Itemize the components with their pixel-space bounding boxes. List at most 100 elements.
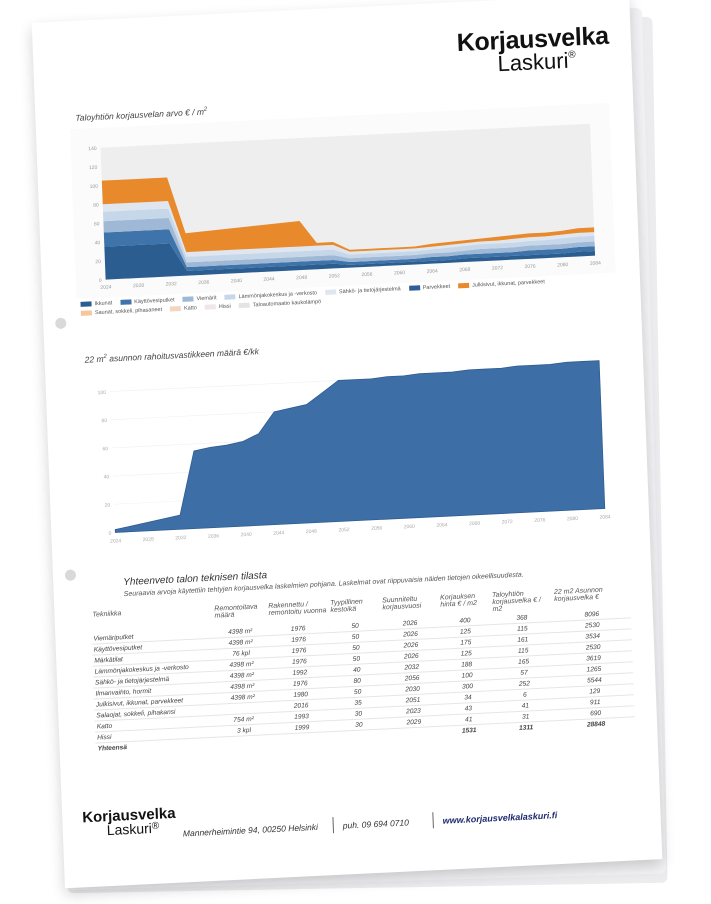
chart2-x-tick-label: 2028 xyxy=(143,537,155,544)
chart2-x-tick-label: 2044 xyxy=(273,530,285,537)
chart1-x-tick-label: 2084 xyxy=(590,260,602,267)
footer-divider xyxy=(332,817,335,834)
chart1-x-tick-label: 2040 xyxy=(231,278,243,285)
chart1-x-tick-label: 2024 xyxy=(100,284,112,291)
chart2-x-tick-label: 2068 xyxy=(469,521,481,528)
chart2-x-tick-label: 2072 xyxy=(502,519,514,526)
legend-swatch xyxy=(204,304,216,310)
col-header: Korjauksen hinta € / m2 xyxy=(439,592,478,609)
legend-swatch xyxy=(182,296,194,302)
chart1-title-sup: 2 xyxy=(203,106,208,113)
legend-label: Taloautomaatio kaukolämpö xyxy=(252,299,322,309)
chart2-y-tick-label: 40 xyxy=(104,474,110,480)
legend-label: Parvekkeet xyxy=(422,283,451,292)
chart2-y-tick-label: 80 xyxy=(101,418,107,424)
chart2-area xyxy=(114,360,606,533)
legend-swatch xyxy=(80,301,92,307)
total-cell-empty xyxy=(333,729,385,742)
chart2-x-tick-label: 2064 xyxy=(436,522,448,529)
col-header: Suunniteltu korjausvuosi xyxy=(382,595,422,612)
footer-logo-line2: Laskuri xyxy=(106,820,153,839)
chart1-series-area xyxy=(101,177,595,253)
chart2-x-tick-label: 2076 xyxy=(534,517,546,524)
footer: Korjausvelka Laskuri® Mannerheimintie 94… xyxy=(82,784,643,861)
total-cell-debt: 1311 xyxy=(518,723,534,732)
chart2-y-tick-label: 20 xyxy=(105,502,111,508)
legend-label: Hissi xyxy=(218,303,231,311)
chart1-x-tick-label: 2072 xyxy=(492,265,504,272)
chart1-series-area xyxy=(102,201,595,257)
chart2-x-tick-label: 2040 xyxy=(241,532,253,539)
chart1-x-tick-label: 2064 xyxy=(427,268,439,275)
legend-label: Ikkunat xyxy=(94,300,113,308)
legend-swatch xyxy=(120,299,132,305)
legend-item: Parvekkeet xyxy=(408,283,451,294)
chart1-title-text: Taloyhtiön korjausvelan arvo € / m xyxy=(75,106,205,123)
chart2-x-tick-label: 2052 xyxy=(338,527,350,534)
col-header: Taloyhtiön korjausvelka € / m2 xyxy=(491,590,542,614)
chart2-x-tick-label: 2080 xyxy=(567,516,579,523)
footer-logo: Korjausvelka Laskuri® xyxy=(82,805,176,839)
chart1-x-tick-label: 2028 xyxy=(133,283,145,290)
footer-website-link[interactable]: www.korjausvelkalaskuri.fi xyxy=(442,810,558,826)
col-header: Tyypillinen kestoikä xyxy=(330,598,363,614)
total-cell-empty xyxy=(271,732,333,746)
footer-divider xyxy=(432,812,434,829)
chart1-x-tick-label: 2052 xyxy=(329,273,341,280)
legend-swatch xyxy=(224,294,236,300)
legend-item: Hissi xyxy=(204,303,231,313)
summary-table: Tekniikka Remontoitava määrä Rakennettu … xyxy=(90,584,635,753)
chart1-y-tick-label: 0 xyxy=(99,278,102,284)
legend-label: Käyttövesiputket xyxy=(134,297,175,306)
chart2-y-tick-label: 0 xyxy=(108,531,111,537)
legend-label: Julkisivut, ikkunat, parvekkeet xyxy=(472,279,545,289)
chart2-x-tick-label: 2032 xyxy=(175,535,187,542)
chart2-title-pre: 22 m xyxy=(84,353,104,365)
chart1-series-area xyxy=(103,229,595,271)
legend-swatch xyxy=(458,282,470,289)
legend-label: Sähkö- ja tietojärjestelmä xyxy=(338,286,401,296)
chart1-x-tick-label: 2056 xyxy=(361,272,373,279)
chart1-y-tick-label: 120 xyxy=(89,165,98,171)
chart1-x-tick-label: 2048 xyxy=(296,275,308,282)
chart1-y-tick-label: 40 xyxy=(95,240,101,246)
legend-label: Katto xyxy=(183,305,198,312)
legend-swatch xyxy=(169,306,182,312)
total-cell-price: 1531 xyxy=(461,726,477,735)
chart1-x-tick-label: 2080 xyxy=(557,262,569,269)
chart2-y-tick-label: 60 xyxy=(102,446,108,452)
chart1-series-area xyxy=(103,208,595,263)
chart2-x-tick-label: 2084 xyxy=(599,514,611,521)
header-logo: Korjausvelka Laskuri® xyxy=(456,22,610,77)
chart1-x-tick-label: 2068 xyxy=(459,267,471,274)
chart1-series-area xyxy=(104,243,596,280)
chart1-y-tick-label: 20 xyxy=(95,259,101,265)
chart1-x-tick-label: 2044 xyxy=(263,276,275,283)
chart1-y-tick-label: 100 xyxy=(90,184,99,190)
chart2-y-tick-label: 100 xyxy=(98,390,107,396)
legend-label: Saunat, sokkeli, pihasaneet xyxy=(94,306,163,317)
chart1-y-tick-label: 140 xyxy=(88,146,97,152)
legend-swatch xyxy=(80,310,92,316)
logo-line2: Laskuri xyxy=(497,47,569,76)
col-header: Remontoitava määrä xyxy=(214,603,258,620)
legend-item: Katto xyxy=(169,304,198,314)
chart2-x-tick-label: 2024 xyxy=(110,538,122,545)
chart1-x-tick-label: 2060 xyxy=(394,270,406,277)
chart1-x-tick-label: 2032 xyxy=(166,281,178,288)
chart1-title: Taloyhtiön korjausvelan arvo € / m2 xyxy=(75,106,208,123)
chart1-x-tick-label: 2036 xyxy=(198,280,210,287)
logo-reg: ® xyxy=(568,49,576,61)
binder-hole xyxy=(55,317,67,330)
chart2-x-tick-label: 2036 xyxy=(208,533,220,540)
footer-phone: puh. 09 694 0710 xyxy=(342,817,410,831)
legend-swatch xyxy=(324,289,337,295)
chart2-x-tick-label: 2048 xyxy=(306,529,318,536)
chart1-y-tick-label: 80 xyxy=(93,202,99,208)
chart2-x-tick-label: 2056 xyxy=(371,525,383,532)
chart1-series-area xyxy=(103,218,595,268)
total-cell-empty xyxy=(217,735,271,748)
chart1-x-tick-label: 2076 xyxy=(524,264,536,271)
